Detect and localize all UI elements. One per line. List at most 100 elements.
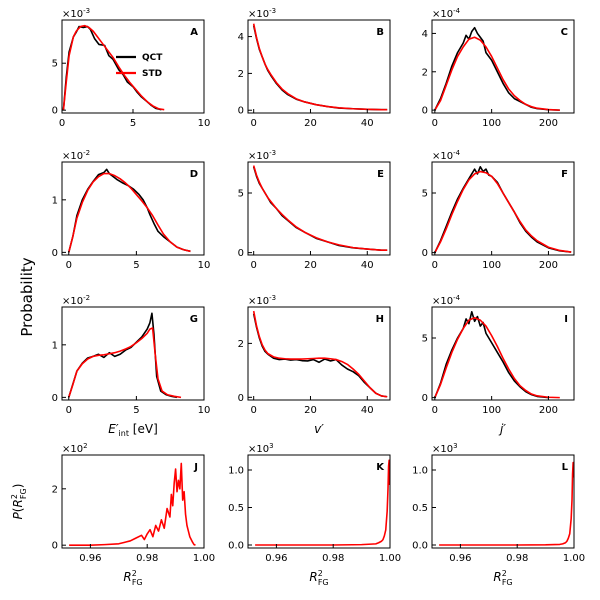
panel-i: 0 100 200 0 5 ×10-4 Ij′ [422,294,575,436]
x-tick-label: 10 [198,118,211,129]
panel-c: 0 100 200 0 2 4 ×10-4 C [422,7,575,129]
series-std-h [252,310,388,398]
x-axis-label: R2 FG [493,569,512,587]
series-qct-f [434,165,572,253]
series-qct-i [434,310,549,399]
series-std-d [67,172,191,253]
y-tick-label: 0 [422,393,428,404]
panel-label-e: E [377,169,384,180]
x-tick-label: 0.98 [136,553,158,564]
y-tick-label: 5 [52,59,58,70]
axis-multiplier: ×10-3 [248,149,276,162]
axes-frame [431,161,575,256]
axis-multiplier: ×10-2 [62,294,90,307]
axis-multiplier: ×10-2 [62,149,90,162]
series-std-b [252,23,388,111]
axis-multiplier: ×10-4 [432,294,461,307]
series-std-k [255,459,390,546]
y-tick-label: 0 [422,106,428,117]
x-tick-label: 20 [304,260,317,271]
series-qct-b [252,25,388,111]
panel-label-j: J [193,462,198,473]
x-tick-label: 100 [482,260,501,271]
series-qct-d [67,168,191,253]
x-tick-label: 100 [482,405,501,416]
series-std-l [439,461,574,546]
y-tick-label: 1 [52,195,58,206]
legend: QCT STD [116,53,163,79]
series-std-j [69,462,196,546]
x-tick-label: 0.96 [449,553,471,564]
x-tick-label: 40 [361,260,374,271]
y-tick-label: 0 [52,248,58,259]
x-tick-label: 0.98 [506,553,528,564]
x-tick-label: 0 [432,260,438,271]
y-tick-label: 2 [238,69,244,80]
panel-g: 0 5 10 0 1 ×10-2 G E′int [eV] [52,294,211,438]
axis-multiplier: ×10-3 [248,7,276,20]
panel-b: 0 20 40 0 2 4 ×10-3 B [238,7,391,129]
x-tick-label: 0 [250,405,256,416]
panel-h: 0 20 40 0 2 ×10-3 Hv′ [238,294,391,436]
x-tick-label: 0 [66,405,72,416]
axes-frame [247,19,391,114]
x-tick-label: 0 [250,118,256,129]
x-tick-label: 20 [304,405,317,416]
x-tick-label: 1.00 [193,553,215,564]
x-tick-label: 1.00 [379,553,401,564]
x-axis-label: R2 FG [123,569,142,587]
axes-frame [247,306,391,401]
x-tick-label: 0 [432,405,438,416]
x-tick-label: 0.96 [265,553,287,564]
panel-label-c: C [561,27,568,38]
legend-label-qct: QCT [142,53,163,63]
axes-frame [247,454,391,549]
axis-multiplier: ×10-3 [248,294,276,307]
panel-f: 0 100 200 0 5 ×10-4 F [422,149,575,271]
y-tick-label: 0.0 [412,541,428,552]
y-tick-label: 4 [422,29,428,40]
x-axis-label: E′int [eV] [108,422,158,438]
x-tick-label: 200 [539,405,558,416]
x-tick-label: 5 [133,260,139,271]
axis-multiplier: ×10-4 [432,149,461,162]
x-tick-label: 0 [250,260,256,271]
y-tick-label: 2 [422,67,428,78]
series-std-f [434,170,572,253]
panel-label-b: B [376,27,384,38]
y-tick-label: 0.5 [228,503,244,514]
y-tick-label: 0.5 [412,503,428,514]
x-tick-label: 200 [539,260,558,271]
y-tick-label: 5 [422,334,428,345]
x-tick-label: 100 [482,118,501,129]
panel-l: 0.96 0.98 1.00 0.0 0.5 1.0 ×103 L R2 FG [412,442,585,587]
panel-e: 0 20 40 0 5 ×10-3 E [238,149,391,271]
panel-label-k: K [376,462,385,473]
x-axis-label: R2 FG [309,569,328,587]
x-tick-label: 40 [361,118,374,129]
x-axis-label: j′ [498,422,506,436]
y-tick-label: 1.0 [412,466,428,477]
panel-label-g: G [190,314,198,325]
axes-frame [431,454,575,549]
y-tick-label: 0.0 [228,541,244,552]
x-tick-label: 200 [539,118,558,129]
y-tick-label: 0 [238,248,244,259]
panel-k: 0.96 0.98 1.00 0.0 0.5 1.0 ×103 K R2 FG [228,442,401,587]
x-axis-label: v′ [314,422,324,436]
y-tick-label: 1 [52,340,58,351]
series-std-e [252,165,388,252]
y-tick-label: 0 [238,393,244,404]
row4-ylabel: P(R2FG) [10,484,28,520]
series-std-i [434,316,560,399]
y-tick-label: 0 [52,541,58,552]
y-tick-label: 5 [238,189,244,200]
x-tick-label: 0.96 [79,553,101,564]
panel-label-d: D [190,169,198,180]
y-tick-label: 2 [238,339,244,350]
axis-multiplier: ×10-3 [62,7,90,20]
axis-multiplier: ×10-4 [432,7,461,20]
axes-frame [61,306,205,401]
x-tick-label: 10 [198,260,211,271]
